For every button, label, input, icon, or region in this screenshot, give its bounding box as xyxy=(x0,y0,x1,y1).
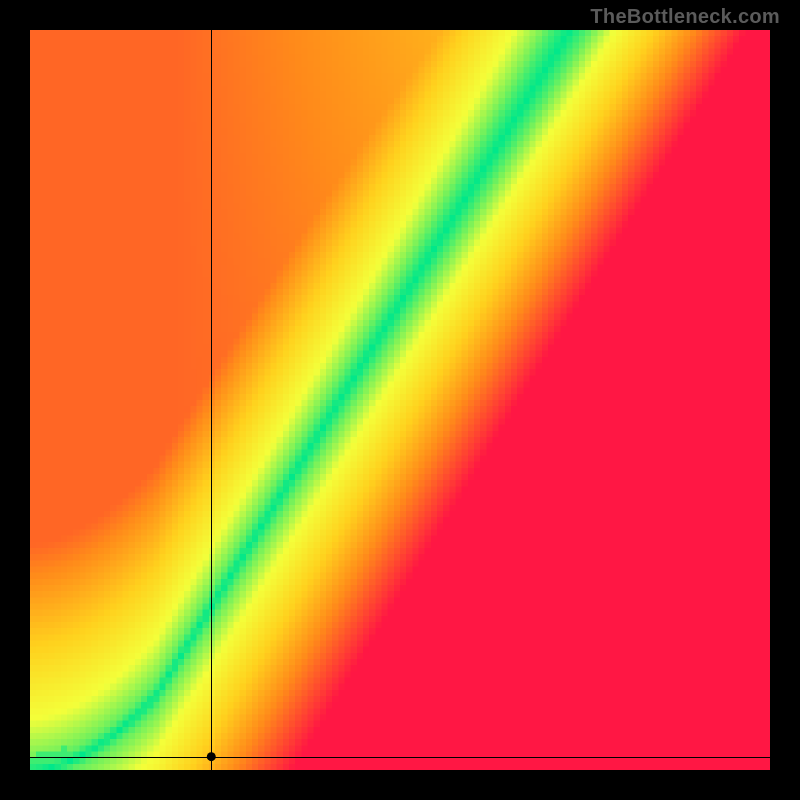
plot-area xyxy=(30,30,770,770)
axis-overlay xyxy=(30,30,770,770)
chart-container: TheBottleneck.com xyxy=(0,0,800,800)
watermark-text: TheBottleneck.com xyxy=(590,6,780,29)
